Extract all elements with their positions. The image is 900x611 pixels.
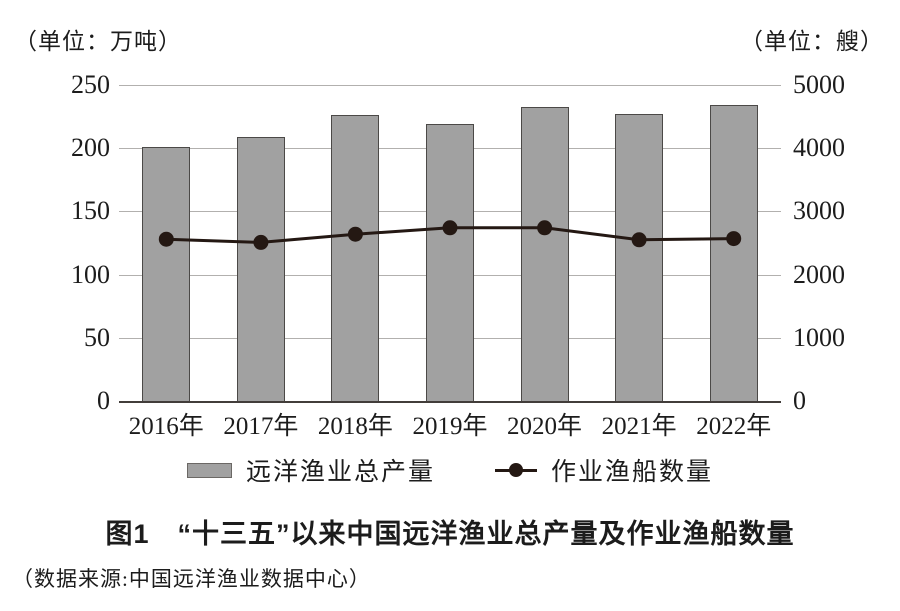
bar-2019年: [426, 124, 474, 401]
x-label-2018年: 2018年: [317, 413, 393, 440]
bar-2022年: [709, 105, 758, 401]
left-tick-250: 250: [71, 70, 110, 99]
legend: 远洋渔业总产量 作业渔船数量: [0, 452, 900, 488]
legend-label-vessels: 作业渔船数量: [551, 459, 714, 486]
plot-area: [119, 85, 781, 403]
x-label-2017年: 2017年: [223, 413, 299, 440]
right-tick-5000: 5000: [793, 70, 845, 99]
gridline: [119, 85, 781, 86]
left-tick-200: 200: [71, 133, 110, 163]
x-label-2016年: 2016年: [128, 413, 204, 440]
legend-label-production: 远洋渔业总产量: [245, 459, 435, 486]
data-source-note: （数据来源:中国远洋渔业数据中心）: [12, 567, 371, 591]
right-tick-1000: 1000: [793, 322, 845, 352]
left-tick-100: 100: [71, 259, 110, 289]
legend-item-production: 远洋渔业总产量: [186, 452, 435, 488]
x-label-2019年: 2019年: [412, 413, 488, 440]
right-axis-unit-label: （单位：艘）: [740, 29, 884, 54]
bar-2021年: [615, 114, 664, 401]
right-tick-2000: 2000: [793, 259, 845, 289]
left-tick-150: 150: [71, 196, 110, 226]
bar-2017年: [236, 136, 285, 401]
line-dot-swatch-icon: [495, 462, 537, 478]
x-label-2021年: 2021年: [601, 413, 677, 440]
legend-item-vessels: 作业渔船数量: [495, 452, 713, 488]
left-tick-50: 50: [84, 322, 110, 352]
right-tick-0: 0: [793, 386, 806, 415]
x-axis-baseline: [119, 401, 781, 403]
bar-2016年: [142, 146, 191, 401]
bar-2020年: [520, 106, 569, 401]
x-label-2020年: 2020年: [507, 413, 583, 440]
figure-title: 图1 “十三五”以来中国远洋渔业总产量及作业渔船数量: [105, 519, 795, 549]
bar-swatch-icon: [186, 462, 232, 478]
left-tick-0: 0: [97, 386, 110, 415]
bar-2018年: [331, 115, 380, 401]
right-tick-4000: 4000: [793, 133, 845, 163]
left-axis-unit-label: （单位：万吨）: [14, 29, 182, 54]
right-tick-3000: 3000: [793, 196, 845, 226]
x-label-2022年: 2022年: [696, 413, 772, 440]
